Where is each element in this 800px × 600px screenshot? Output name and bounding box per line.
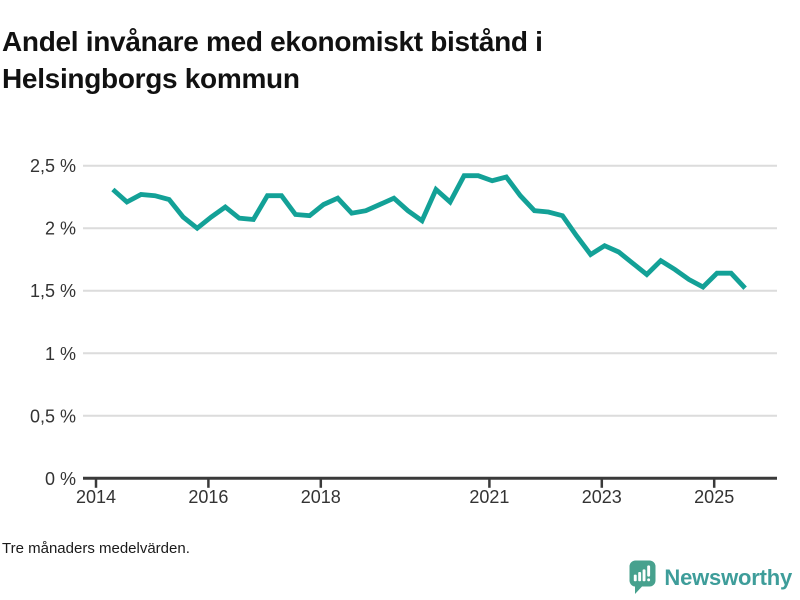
chart-footnote: Tre månaders medelvärden. — [2, 540, 190, 557]
y-tick-label: 0 % — [45, 469, 76, 489]
newsworthy-speech-bubble-bar-chart-icon — [629, 560, 656, 594]
newsworthy-wordmark: Newsworthy — [664, 564, 792, 590]
x-tick-label: 2014 — [76, 487, 116, 507]
x-tick-label: 2016 — [188, 487, 228, 507]
x-tick-label: 2018 — [301, 487, 341, 507]
y-tick-label: 2 % — [45, 219, 76, 239]
page-title-line-1: Andel invånare med ekonomiskt bistånd i — [2, 25, 543, 57]
page-title-line-2: Helsingborgs kommun — [2, 62, 300, 94]
x-tick-label: 2023 — [582, 487, 622, 507]
line-chart: 0 % 0,5 % 1 % 1,5 % 2 % 2,5 % 2014 2016 2018 2021… — [30, 156, 777, 507]
x-tick-label: 2021 — [469, 487, 509, 507]
page-title: Andel invånare med ekonomiskt bistånd i … — [2, 23, 782, 97]
y-tick-label: 2,5 % — [30, 156, 76, 176]
x-tick-label: 2025 — [694, 487, 734, 507]
y-tick-label: 1 % — [45, 344, 76, 364]
y-tick-label: 1,5 % — [30, 281, 76, 301]
y-tick-label: 0,5 % — [30, 406, 76, 426]
trend-line — [111, 173, 747, 290]
newsworthy-logo: Newsworthy — [629, 560, 792, 595]
